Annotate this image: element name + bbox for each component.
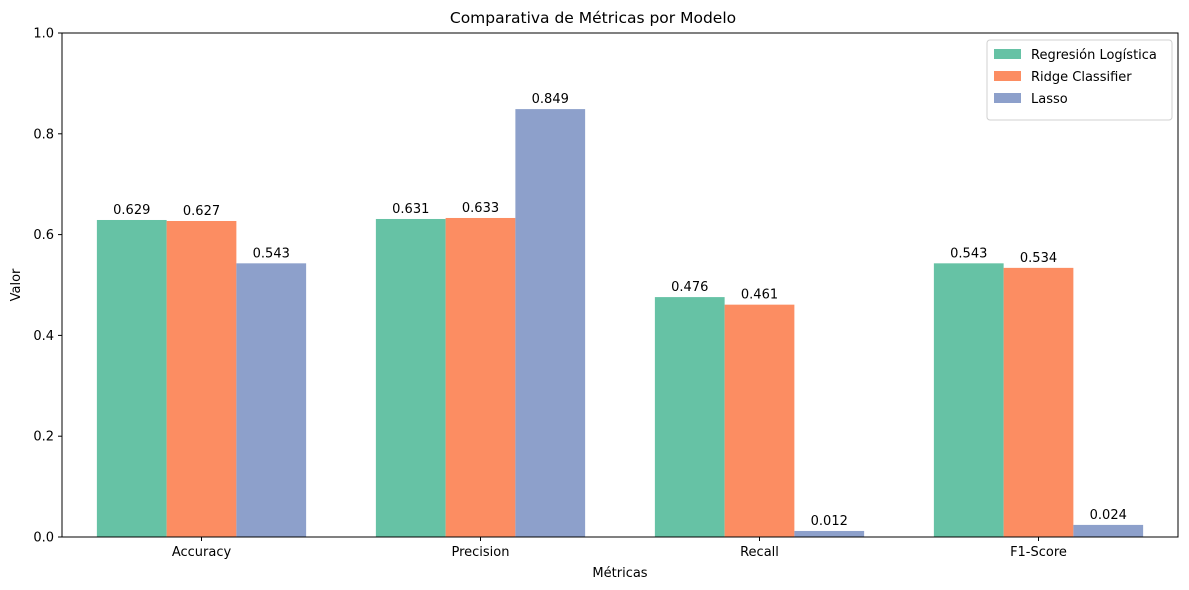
bar-value-label: 0.849: [532, 92, 569, 107]
chart-title: Comparativa de Métricas por Modelo: [450, 9, 736, 27]
bar-value-label: 0.627: [183, 204, 220, 219]
bar: [654, 297, 725, 537]
bar-value-label: 0.631: [392, 202, 429, 217]
y-tick-label: 1.0: [33, 27, 54, 42]
bar-value-label: 0.633: [462, 201, 499, 216]
bar-value-label: 0.012: [811, 514, 848, 529]
y-tick-label: 0.0: [33, 531, 54, 546]
bar: [375, 218, 446, 537]
bar: [933, 263, 1004, 537]
y-tick-label: 0.8: [33, 127, 54, 142]
y-axis-label: Valor: [9, 268, 24, 301]
x-tick-label: Accuracy: [172, 545, 232, 560]
x-tick-label: Recall: [740, 545, 779, 560]
legend-swatch: [994, 71, 1021, 81]
x-axis-label: Métricas: [592, 566, 647, 581]
bar: [794, 530, 865, 537]
bar-value-label: 0.461: [741, 288, 778, 303]
legend-item-label: Lasso: [1031, 92, 1068, 107]
bar: [96, 219, 167, 537]
bar: [445, 217, 516, 537]
bar: [1073, 524, 1144, 537]
bar: [1003, 267, 1074, 537]
x-tick-label: Precision: [451, 545, 509, 560]
legend-item-label: Regresión Logística: [1031, 48, 1157, 63]
legend: Regresión Logística Ridge Classifier Lasso: [986, 39, 1173, 121]
legend-box: [986, 39, 1173, 121]
bar-value-label: 0.024: [1090, 508, 1127, 523]
legend-item-label: Ridge Classifier: [1031, 70, 1132, 85]
legend-swatch: [994, 49, 1021, 59]
bar: [724, 304, 795, 537]
bar: [236, 263, 307, 537]
legend-swatch: [994, 93, 1021, 103]
y-tick-label: 0.2: [33, 430, 54, 445]
bar-value-label: 0.476: [671, 280, 708, 295]
y-tick-label: 0.4: [33, 329, 54, 344]
bar: [515, 109, 586, 537]
bar-value-label: 0.543: [253, 246, 290, 261]
bar-value-label: 0.543: [950, 246, 987, 261]
plot-area: 0.629 0.631 0.476 0.543 0.627 0.633 0.461 0.534…: [33, 27, 1179, 560]
axes-frame: [61, 32, 1179, 538]
bar-value-label: 0.534: [1020, 251, 1057, 266]
bar: [166, 220, 237, 537]
x-tick-label: F1-Score: [1010, 545, 1067, 560]
bar-value-label: 0.629: [113, 203, 150, 218]
y-tick-label: 0.6: [33, 228, 54, 243]
